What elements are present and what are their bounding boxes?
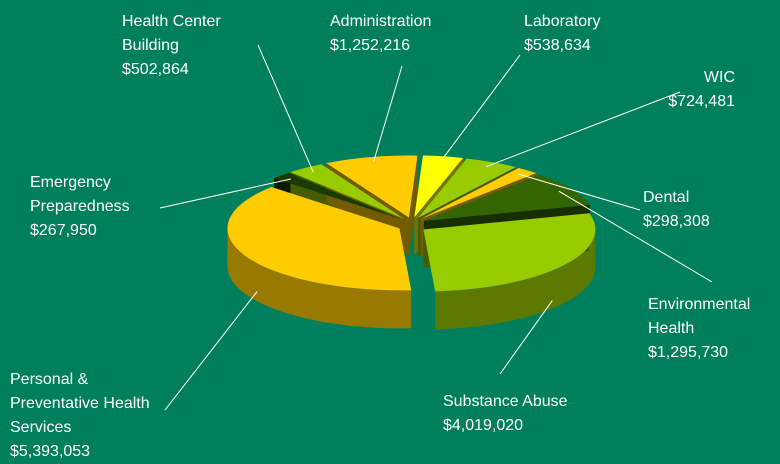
slice-side	[435, 229, 596, 330]
value-label: $502,864	[122, 61, 189, 78]
slice	[423, 213, 596, 292]
category-name: Dental	[643, 189, 690, 206]
value-label: $724,481	[668, 93, 735, 110]
slice-label: WIC $724,481	[620, 66, 735, 114]
slice-label: Emergency Preparedness $267,950	[30, 171, 170, 243]
slice	[423, 175, 590, 221]
category-name: Administration	[330, 13, 432, 30]
category-name: Laboratory	[524, 13, 601, 30]
value-label: $4,019,020	[443, 417, 524, 434]
slice-label: Laboratory $538,634	[524, 10, 644, 58]
value-label: $298,308	[643, 213, 710, 230]
category-name: Personal & Preventative Health Services	[10, 371, 150, 436]
leader-line	[164, 291, 258, 411]
slice	[274, 172, 403, 220]
slice	[418, 158, 516, 219]
slice	[227, 186, 412, 291]
leader-line	[486, 91, 681, 168]
value-label: $1,252,216	[330, 37, 411, 54]
slice	[290, 164, 404, 219]
slice-label: Environmental Health $1,295,730	[648, 293, 780, 365]
value-label: $1,295,730	[648, 344, 729, 361]
value-label: $5,393,053	[10, 443, 91, 460]
slice	[414, 155, 464, 218]
slice-label: Health Center Building $502,864	[122, 10, 262, 82]
leader-line	[518, 173, 641, 211]
slice-side	[227, 228, 412, 329]
slice-label: Personal & Preventative Health Services $…	[10, 368, 170, 464]
category-name: WIC	[703, 69, 735, 86]
category-name: Environmental Health	[648, 296, 751, 337]
value-label: $267,950	[30, 222, 97, 239]
leader-line	[499, 300, 553, 375]
leader-line	[373, 65, 403, 163]
slice	[326, 155, 418, 218]
slice-label: Administration $1,252,216	[330, 10, 480, 58]
leader-line	[440, 54, 521, 162]
leader-line	[558, 190, 713, 283]
category-name: Substance Abuse	[443, 393, 568, 410]
leader-line	[159, 178, 291, 209]
slice-wall	[408, 155, 418, 256]
slice-label: Substance Abuse $4,019,020	[443, 390, 573, 438]
category-name: Health Center Building	[122, 13, 221, 54]
slice-label: Dental $298,308	[643, 186, 763, 234]
category-name: Emergency Preparedness	[30, 174, 130, 215]
slice	[420, 167, 537, 219]
value-label: $538,634	[524, 37, 591, 54]
leader-line	[257, 44, 314, 173]
